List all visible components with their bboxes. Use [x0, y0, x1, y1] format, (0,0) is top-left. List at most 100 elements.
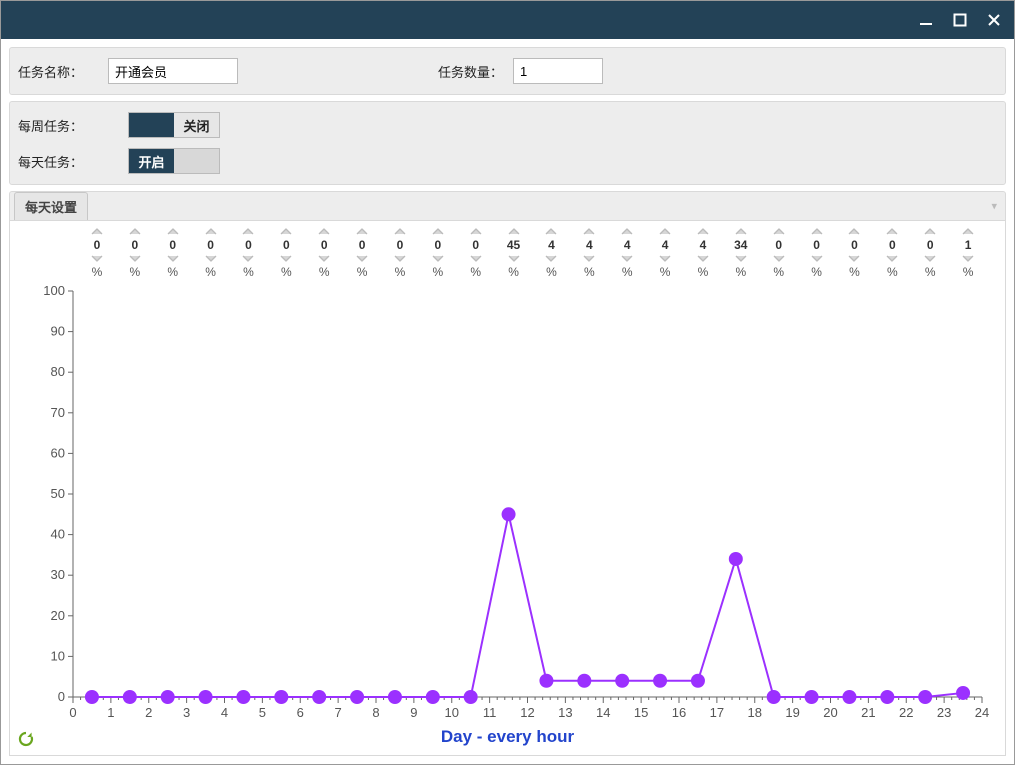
- stepper-down-icon[interactable]: [847, 253, 861, 265]
- task-qty-input[interactable]: [513, 58, 603, 84]
- tab-overflow-icon[interactable]: ▾: [991, 200, 997, 213]
- task-name-input[interactable]: [108, 58, 238, 84]
- svg-text:22: 22: [899, 705, 913, 720]
- stepper-up-icon[interactable]: [772, 225, 786, 237]
- stepper-down-icon[interactable]: [279, 253, 293, 265]
- stepper-up-icon[interactable]: [241, 225, 255, 237]
- svg-text:17: 17: [710, 705, 724, 720]
- stepper-value: 0: [283, 237, 290, 253]
- svg-text:24: 24: [975, 705, 989, 720]
- weekly-toggle-text: 关闭: [174, 113, 219, 137]
- close-button[interactable]: [986, 12, 1002, 28]
- svg-text:1: 1: [107, 705, 114, 720]
- stepper-percent: %: [357, 265, 368, 279]
- stepper-up-icon[interactable]: [620, 225, 634, 237]
- stepper-down-icon[interactable]: [810, 253, 824, 265]
- stepper-down-icon[interactable]: [317, 253, 331, 265]
- toggle-panel: 每周任务： 关闭 每天任务： 开启: [9, 101, 1006, 185]
- stepper-up-icon[interactable]: [847, 225, 861, 237]
- stepper-up-icon[interactable]: [734, 225, 748, 237]
- tab-daily-settings[interactable]: 每天设置: [14, 192, 88, 220]
- hour-stepper-4: 0%: [230, 225, 268, 279]
- daily-row: 每天任务： 开启: [18, 148, 997, 174]
- stepper-down-icon[interactable]: [961, 253, 975, 265]
- stepper-down-icon[interactable]: [507, 253, 521, 265]
- hour-stepper-2: 0%: [154, 225, 192, 279]
- hour-stepper-6: 0%: [305, 225, 343, 279]
- stepper-down-icon[interactable]: [923, 253, 937, 265]
- app-window: 任务名称： 任务数量： 每周任务： 关闭 每天任务： 开启: [0, 0, 1015, 765]
- stepper-down-icon[interactable]: [620, 253, 634, 265]
- stepper-up-icon[interactable]: [507, 225, 521, 237]
- stepper-up-icon[interactable]: [810, 225, 824, 237]
- maximize-button[interactable]: [952, 12, 968, 28]
- stepper-value: 0: [434, 237, 441, 253]
- hour-stepper-18: 0%: [760, 225, 798, 279]
- stepper-down-icon[interactable]: [658, 253, 672, 265]
- stepper-down-icon[interactable]: [355, 253, 369, 265]
- stepper-down-icon[interactable]: [772, 253, 786, 265]
- daily-label: 每天任务：: [18, 152, 118, 171]
- hour-stepper-11: 45%: [495, 225, 533, 279]
- stepper-value: 0: [775, 237, 782, 253]
- daily-toggle[interactable]: 开启: [128, 148, 220, 174]
- hour-stepper-21: 0%: [873, 225, 911, 279]
- stepper-up-icon[interactable]: [582, 225, 596, 237]
- stepper-up-icon[interactable]: [885, 225, 899, 237]
- stepper-down-icon[interactable]: [431, 253, 445, 265]
- stepper-down-icon[interactable]: [241, 253, 255, 265]
- stepper-down-icon[interactable]: [393, 253, 407, 265]
- svg-text:100: 100: [43, 283, 65, 298]
- stepper-up-icon[interactable]: [923, 225, 937, 237]
- svg-text:21: 21: [861, 705, 875, 720]
- stepper-down-icon[interactable]: [544, 253, 558, 265]
- stepper-down-icon[interactable]: [734, 253, 748, 265]
- stepper-percent: %: [243, 265, 254, 279]
- stepper-up-icon[interactable]: [355, 225, 369, 237]
- stepper-up-icon[interactable]: [279, 225, 293, 237]
- content-area: 任务名称： 任务数量： 每周任务： 关闭 每天任务： 开启: [1, 39, 1014, 764]
- stepper-down-icon[interactable]: [582, 253, 596, 265]
- chart-x-label: Day - every hour: [18, 727, 997, 747]
- svg-text:14: 14: [596, 705, 610, 720]
- stepper-down-icon[interactable]: [128, 253, 142, 265]
- weekly-toggle[interactable]: 关闭: [128, 112, 220, 138]
- stepper-down-icon[interactable]: [469, 253, 483, 265]
- stepper-up-icon[interactable]: [544, 225, 558, 237]
- stepper-down-icon[interactable]: [885, 253, 899, 265]
- stepper-value: 0: [131, 237, 138, 253]
- stepper-percent: %: [773, 265, 784, 279]
- stepper-value: 0: [169, 237, 176, 253]
- weekly-toggle-knob: [129, 113, 174, 137]
- stepper-up-icon[interactable]: [166, 225, 180, 237]
- stepper-up-icon[interactable]: [658, 225, 672, 237]
- stepper-up-icon[interactable]: [696, 225, 710, 237]
- stepper-percent: %: [698, 265, 709, 279]
- stepper-up-icon[interactable]: [90, 225, 104, 237]
- minimize-button[interactable]: [918, 12, 934, 28]
- stepper-up-icon[interactable]: [393, 225, 407, 237]
- refresh-button[interactable]: [16, 729, 36, 749]
- stepper-up-icon[interactable]: [469, 225, 483, 237]
- stepper-up-icon[interactable]: [431, 225, 445, 237]
- stepper-value: 0: [94, 237, 101, 253]
- hour-stepper-16: 4%: [684, 225, 722, 279]
- chart-panel: 0%0%0%0%0%0%0%0%0%0%0%45%4%4%4%4%4%34%0%…: [9, 221, 1006, 756]
- stepper-down-icon[interactable]: [696, 253, 710, 265]
- daily-toggle-knob: [174, 149, 219, 173]
- svg-text:40: 40: [51, 527, 65, 542]
- svg-text:20: 20: [51, 608, 65, 623]
- svg-text:3: 3: [183, 705, 190, 720]
- stepper-down-icon[interactable]: [166, 253, 180, 265]
- hour-stepper-5: 0%: [267, 225, 305, 279]
- hour-stepper-14: 4%: [608, 225, 646, 279]
- svg-text:0: 0: [69, 705, 76, 720]
- stepper-down-icon[interactable]: [90, 253, 104, 265]
- svg-text:8: 8: [372, 705, 379, 720]
- stepper-down-icon[interactable]: [204, 253, 218, 265]
- stepper-up-icon[interactable]: [128, 225, 142, 237]
- stepper-up-icon[interactable]: [317, 225, 331, 237]
- stepper-up-icon[interactable]: [204, 225, 218, 237]
- hour-steppers: 0%0%0%0%0%0%0%0%0%0%0%45%4%4%4%4%4%34%0%…: [18, 225, 997, 279]
- stepper-up-icon[interactable]: [961, 225, 975, 237]
